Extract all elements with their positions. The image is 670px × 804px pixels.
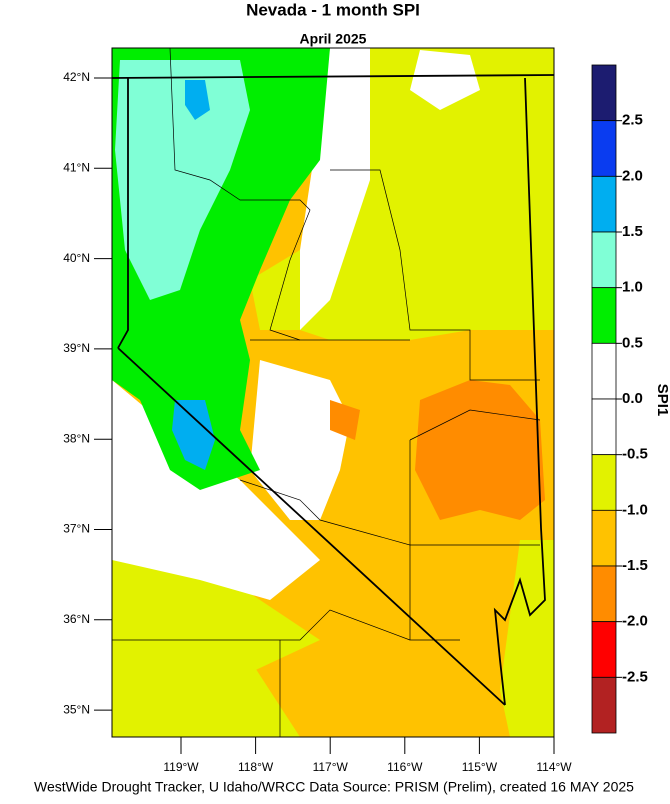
footer: WestWide Drought Tracker, U Idaho/WRCC D… <box>34 779 634 795</box>
colorbar-label: 2.0 <box>622 167 643 184</box>
colorbar-bin <box>591 509 617 567</box>
colorbar-bin <box>591 64 617 122</box>
lon-label: 118°W <box>238 760 274 774</box>
colorbar-label: -2.5 <box>622 668 648 685</box>
colorbar-bin <box>591 398 617 456</box>
colorbar-bin <box>591 342 617 400</box>
colorbar-bin <box>591 287 617 344</box>
subtitle: April 2025 <box>300 31 367 47</box>
lat-label: 39°N <box>63 341 90 355</box>
colorbar-label: -0.5 <box>622 446 648 463</box>
lat-label: 37°N <box>63 522 90 536</box>
colorbar-bin <box>591 621 617 678</box>
lon-label: 114°W <box>536 760 572 774</box>
colorbar-label: 0.0 <box>622 390 643 407</box>
colorbar-label: -2.0 <box>622 613 648 630</box>
lon-label: 117°W <box>313 760 349 774</box>
lon-label: 116°W <box>387 760 423 774</box>
lat-label: 41°N <box>63 160 90 174</box>
lon-label: 119°W <box>163 760 199 774</box>
colorbar-bin <box>591 231 617 289</box>
colorbar-bin <box>591 454 617 511</box>
colorbar-bin <box>591 120 617 177</box>
lat-label: 40°N <box>63 251 90 265</box>
boundaries <box>111 47 555 737</box>
colorbar-label: 0.5 <box>622 334 643 351</box>
colorbar-label: 2.5 <box>622 112 643 129</box>
plot-frame <box>111 47 555 738</box>
lat-label: 38°N <box>63 431 90 445</box>
colorbar-label: -1.5 <box>622 557 648 574</box>
colorbar-bin <box>591 676 617 734</box>
colorbar-label: 1.5 <box>622 223 643 240</box>
lat-label: 35°N <box>63 702 90 716</box>
lat-label: 36°N <box>63 612 90 626</box>
colorbar-label: -1.0 <box>622 501 648 518</box>
spi-field <box>112 48 554 737</box>
colorbar-label: 1.0 <box>622 279 643 296</box>
title: Nevada - 1 month SPI <box>246 0 420 19</box>
lon-label: 115°W <box>462 760 498 774</box>
colorbar-bin <box>591 175 617 233</box>
colorbar-bin <box>591 565 617 623</box>
colorbar-title: SPI1 <box>654 384 670 417</box>
lat-label: 42°N <box>63 70 90 84</box>
